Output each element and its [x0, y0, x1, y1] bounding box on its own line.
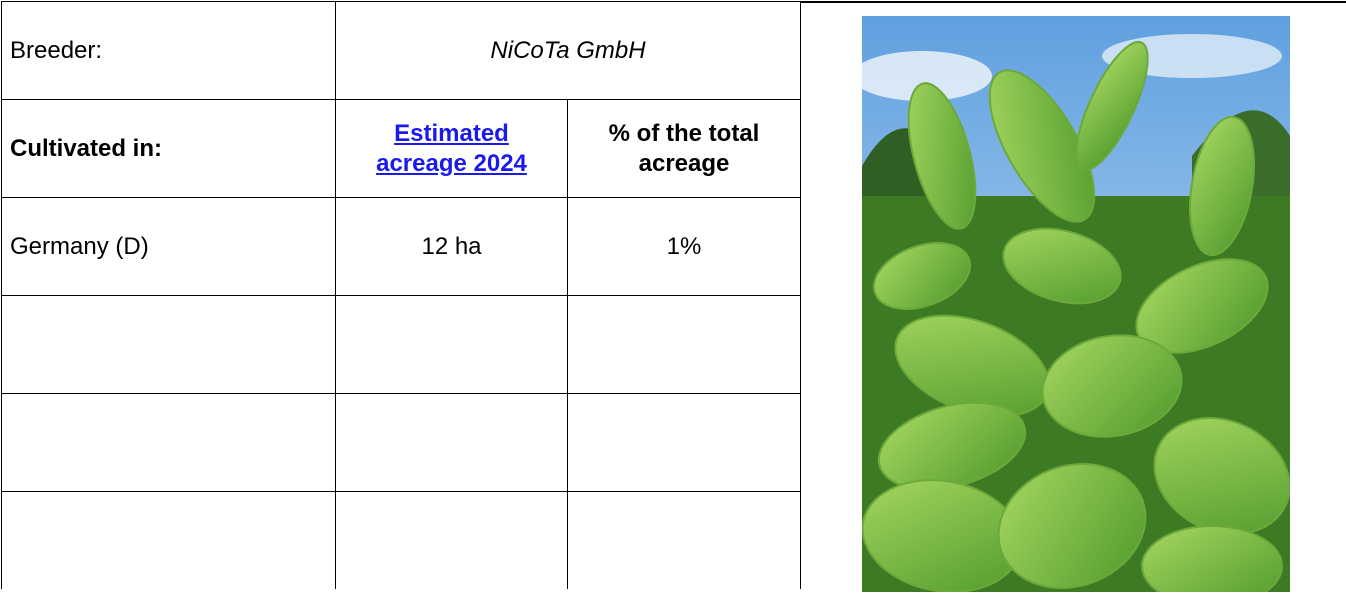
empty-cell — [336, 394, 568, 492]
empty-row — [2, 296, 801, 394]
breeder-row: Breeder: NiCoTa GmbH — [2, 2, 801, 100]
header-cell: % of the total acreage — [568, 100, 801, 198]
empty-cell — [2, 296, 336, 394]
header-row: Cultivated in: Estimated acreage 2024 % … — [2, 100, 801, 198]
empty-cell — [568, 394, 801, 492]
data-row: Germany (D) 12 ha 1% — [2, 198, 801, 296]
empty-cell — [2, 492, 336, 590]
cultivation-table: Breeder: NiCoTa GmbH Cultivated in: Esti… — [1, 1, 801, 589]
tobacco-photo — [862, 16, 1290, 592]
variety-sheet: Breeder: NiCoTa GmbH Cultivated in: Esti… — [0, 0, 1346, 597]
page: {"breeder": {"label": "Breeder:", "value… — [0, 0, 1346, 597]
empty-cell — [336, 296, 568, 394]
empty-row — [2, 492, 801, 590]
acreage-cell: 12 ha — [336, 198, 568, 296]
share-cell: 1% — [568, 198, 801, 296]
empty-cell — [2, 394, 336, 492]
header-text: % of the total acreage — [584, 119, 784, 179]
country-cell: Germany (D) — [2, 198, 336, 296]
acreage-link[interactable]: Estimated acreage 2024 — [357, 119, 547, 179]
breeder-label: Breeder: — [2, 2, 336, 100]
empty-cell — [568, 492, 801, 590]
header-cell: Estimated acreage 2024 — [336, 100, 568, 198]
breeder-value: NiCoTa GmbH — [336, 2, 801, 100]
empty-cell — [336, 492, 568, 590]
empty-row — [2, 394, 801, 492]
border-line — [800, 1, 1346, 3]
empty-cell — [568, 296, 801, 394]
header-cell: Cultivated in: — [2, 100, 336, 198]
